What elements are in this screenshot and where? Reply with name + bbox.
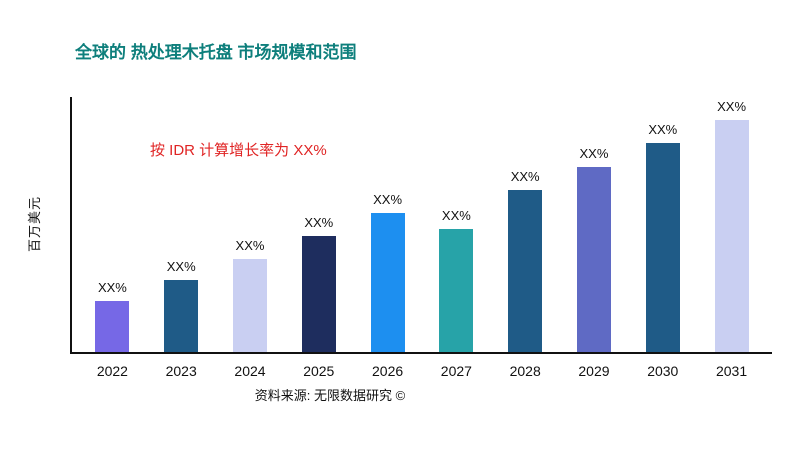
growth-annotation: 按 IDR 计算增长率为 XX% (150, 142, 327, 159)
bar-group: XX% 2027 (425, 97, 487, 379)
bar (576, 166, 611, 352)
bar-value-label: XX% (97, 280, 127, 295)
bar-group: XX% 2028 (494, 97, 556, 379)
bar-group: XX% 2029 (563, 97, 625, 379)
bar-value-label: XX% (510, 168, 540, 184)
x-tick-label: 2031 (715, 363, 748, 379)
bar-group: XX% 2025 (288, 97, 350, 379)
bar (164, 280, 199, 352)
bar-value-label: XX% (235, 238, 265, 254)
bar-group: XX% 2031 (701, 97, 763, 379)
bar-series: XX% 2022 XX% 2023 XX% 2024 XX% 2025 XX% 2026 XX% 20… (72, 97, 772, 379)
chart-title: 全球的 热处理木托盘 市场规模和范围 (75, 43, 357, 62)
bar (232, 259, 267, 352)
x-tick-label: 2026 (372, 363, 404, 379)
x-tick-label: 2030 (647, 363, 679, 379)
plot-area: 按 IDR 计算增长率为 XX% XX% 2022 XX% 2023 XX% 2024 XX… (70, 97, 772, 379)
bar-group: XX% 2023 (150, 97, 212, 379)
bar-group: XX% 2030 (632, 97, 694, 379)
bar-group: XX% 2024 (219, 97, 281, 379)
bar (439, 229, 474, 352)
bar-value-label: XX% (166, 259, 196, 275)
bar-value-label: XX% (373, 191, 403, 207)
x-tick-label: 2024 (234, 363, 266, 379)
bar-value-label: XX% (441, 208, 471, 224)
x-tick-label: 2028 (509, 363, 541, 379)
bar-group: XX% 2022 (81, 97, 143, 379)
y-axis-label: 百万美元 (27, 195, 42, 252)
bar-value-label: XX% (648, 122, 678, 138)
bar (370, 212, 405, 352)
bar (645, 143, 680, 352)
bar-value-label: XX% (579, 145, 609, 161)
x-tick-label: 2025 (303, 363, 335, 379)
x-tick-label: 2022 (96, 363, 128, 379)
bar-value-label: XX% (304, 215, 334, 231)
bar (95, 301, 130, 352)
bar (508, 189, 543, 352)
bar-group: XX% 2026 (357, 97, 419, 379)
source-text: 资料来源: 无限数据研究 © (254, 388, 406, 403)
bar-value-label: XX% (717, 99, 747, 115)
x-tick-label: 2029 (578, 363, 610, 379)
x-tick-label: 2023 (165, 363, 197, 379)
bar (301, 236, 336, 352)
bar (714, 120, 749, 352)
x-tick-label: 2027 (440, 363, 472, 379)
